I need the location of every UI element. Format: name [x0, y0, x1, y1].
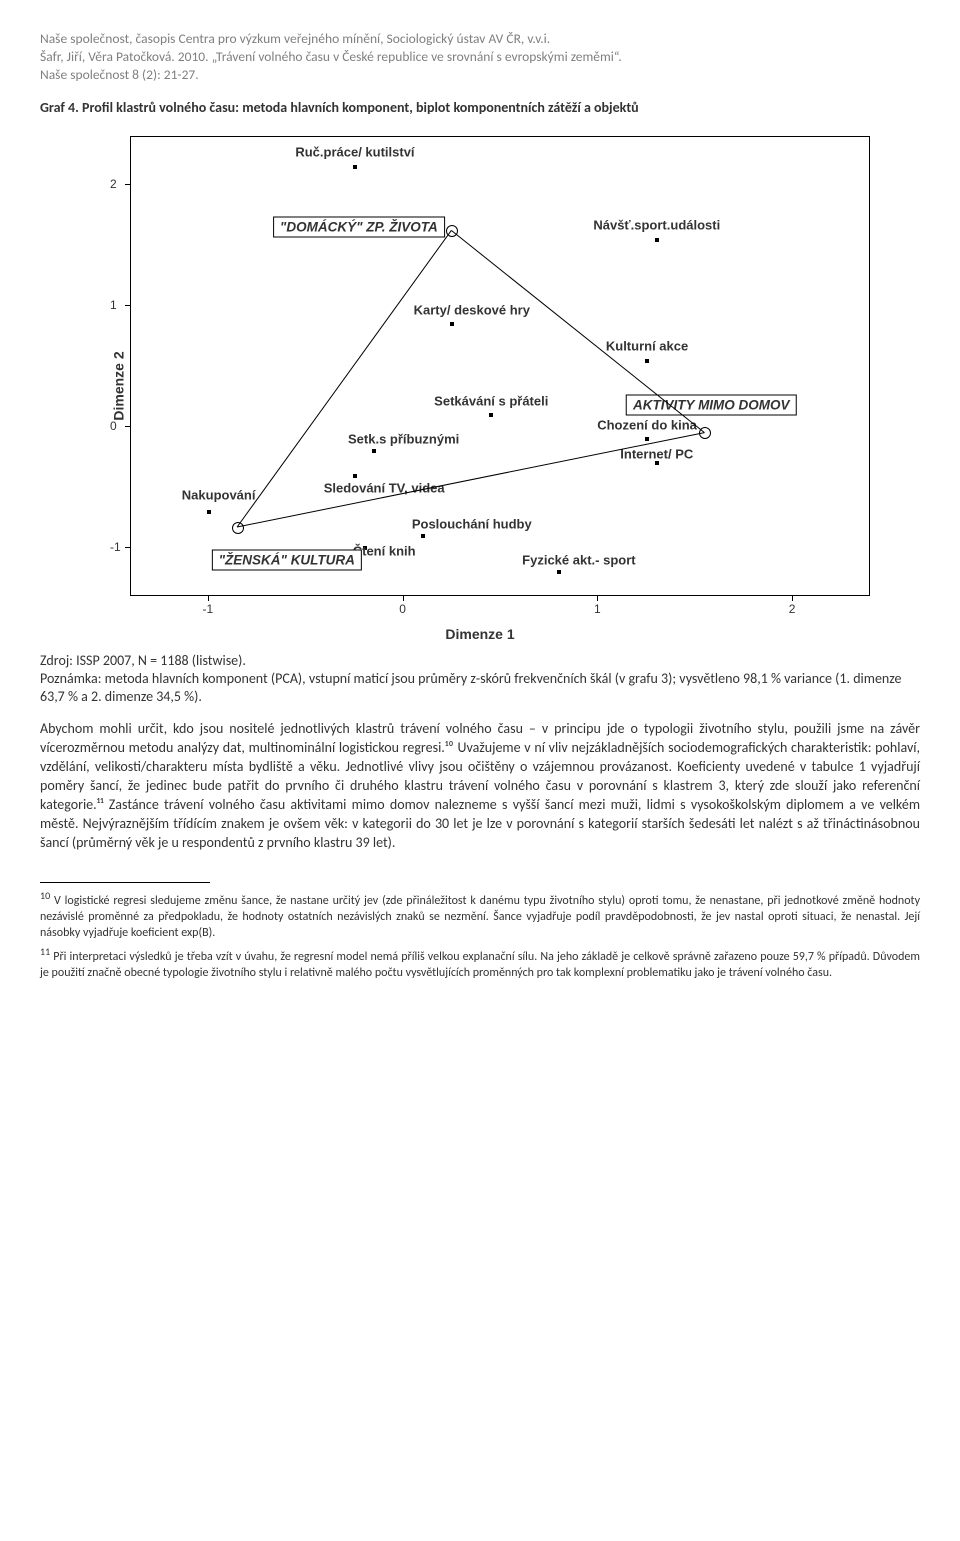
footnote-10-text: V logistické regresi sledujeme změnu šan…: [40, 894, 920, 939]
header-citation: Naše společnost, časopis Centra pro výzk…: [40, 30, 920, 85]
variable-point: [372, 449, 376, 453]
variable-point: [655, 238, 659, 242]
x-axis-label: Dimenze 1: [445, 626, 514, 642]
variable-point: [645, 359, 649, 363]
variable-label: Setk.s příbuznými: [348, 432, 459, 447]
variable-label: Internet/ PC: [620, 446, 693, 461]
variable-point: [450, 322, 454, 326]
x-tick: 0: [399, 602, 406, 616]
y-tick: 1: [110, 298, 117, 312]
y-axis-label: Dimenze 2: [111, 351, 127, 420]
y-tick: 2: [110, 177, 117, 191]
variable-label: Karty/ deskové hry: [414, 302, 530, 317]
variable-point: [207, 510, 211, 514]
variable-label: Návšť.sport.události: [593, 218, 720, 233]
x-tick: -1: [203, 602, 214, 616]
variable-label: Sledování TV, videa: [324, 480, 445, 495]
cluster-label: "ŽENSKÁ" KULTURA: [212, 550, 362, 571]
variable-point: [489, 413, 493, 417]
variable-label: Nakupování: [182, 487, 256, 502]
y-tick: 0: [110, 419, 117, 433]
source-line2: Poznámka: metoda hlavních komponent (PCA…: [40, 670, 901, 705]
header-line2: Šafr, Jiří, Věra Patočková. 2010. „Tráve…: [40, 48, 622, 65]
header-line3: Naše společnost 8 (2): 21-27.: [40, 66, 199, 83]
plot-area: Ruč.práce/ kutilství Návšť.sport.události…: [130, 136, 870, 596]
chart-title: Graf 4. Profil klastrů volného času: met…: [40, 99, 920, 116]
x-tick: 1: [594, 602, 601, 616]
variable-point: [421, 534, 425, 538]
variable-point: [655, 461, 659, 465]
footnote-11: 11 Při interpretaci výsledků je třeba vz…: [40, 945, 920, 981]
variable-point: [557, 570, 561, 574]
variable-label: Poslouchání hudby: [412, 517, 532, 532]
source-line1: Zdroj: ISSP 2007, N = 1188 (listwise).: [40, 652, 246, 669]
x-tick: 2: [789, 602, 796, 616]
variable-point: [645, 437, 649, 441]
cluster-marker: [446, 225, 458, 237]
variable-label: Chození do kina: [597, 417, 697, 432]
variable-label: Čtení knih: [353, 543, 416, 558]
cluster-label: "DOMÁCKÝ" ZP. ŽIVOTA: [273, 217, 445, 238]
header-line1: Naše společnost, časopis Centra pro výzk…: [40, 30, 550, 47]
variable-label: Kulturní akce: [606, 339, 688, 354]
body-paragraph: Abychom mohli určit, kdo jsou nositelé j…: [40, 720, 920, 852]
y-tick: -1: [110, 540, 121, 554]
footnote-11-num: 11: [40, 945, 50, 958]
cluster-label: AKTIVITY MIMO DOMOV: [626, 395, 797, 416]
variable-label: Ruč.práce/ kutilství: [295, 145, 414, 160]
variable-point: [353, 165, 357, 169]
biplot-chart: Dimenze 2 Dimenze 1 Ruč.práce/ kutilství…: [80, 126, 880, 646]
chart-source: Zdroj: ISSP 2007, N = 1188 (listwise). P…: [40, 652, 920, 707]
variable-point: [353, 474, 357, 478]
cluster-marker: [232, 522, 244, 534]
footnote-10: 10 V logistické regresi sledujeme změnu …: [40, 889, 920, 941]
footnote-10-num: 10: [40, 889, 50, 902]
footnote-separator: [40, 882, 210, 883]
variable-label: Setkávání s přáteli: [434, 393, 548, 408]
footnote-11-text: Při interpretaci výsledků je třeba vzít …: [40, 950, 920, 980]
cluster-marker: [699, 427, 711, 439]
variable-label: Fyzické akt.- sport: [522, 553, 635, 568]
